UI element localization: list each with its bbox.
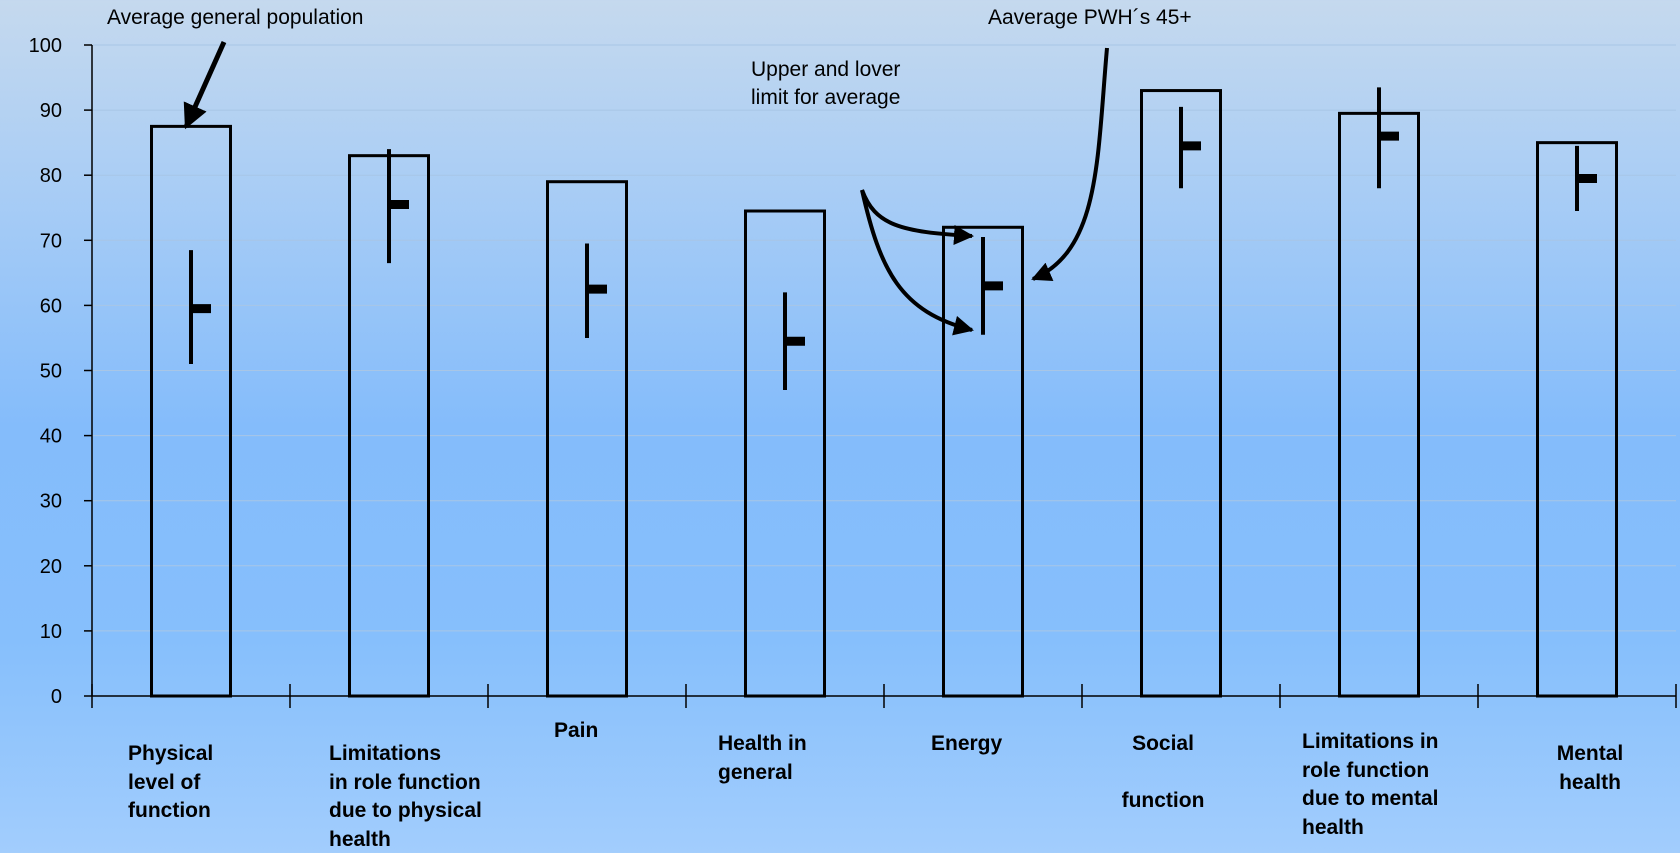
x-category-label: Limitations in role function due to ment… xyxy=(1302,730,1439,839)
y-tick-label: 40 xyxy=(40,426,62,448)
y-tick-label: 0 xyxy=(51,686,62,708)
arrow-upper-limit xyxy=(860,189,974,245)
axes xyxy=(84,44,1677,708)
arrow-general-population xyxy=(183,40,227,130)
bar xyxy=(1338,111,1420,698)
y-tick-labels: 0 10 20 30 40 50 60 70 80 90 100 xyxy=(29,35,62,708)
bar xyxy=(546,180,628,698)
x-category-label: Limitations in role function due to phys… xyxy=(329,742,482,851)
y-tick-label: 50 xyxy=(40,361,62,383)
x-category-label: Mental health xyxy=(1556,742,1624,794)
bar xyxy=(942,225,1024,698)
annotation-general-population: Average general population xyxy=(107,6,364,29)
y-tick-label: 90 xyxy=(40,100,62,122)
y-tick-label: 60 xyxy=(40,295,62,317)
annotation-range-limits: Upper and lover limit for average xyxy=(751,58,901,109)
x-category-label: Physical level of function xyxy=(128,742,214,822)
x-category-label: Energy xyxy=(931,732,1003,755)
arrow-lower-limit xyxy=(860,189,974,336)
x-category-label: Pain xyxy=(554,719,599,742)
y-tick-label: 80 xyxy=(40,165,62,187)
x-category-label: Health in general xyxy=(718,732,807,784)
bar xyxy=(1536,141,1618,698)
y-tick-label: 20 xyxy=(40,556,62,578)
bar xyxy=(744,209,826,698)
annotation-pwh-average: Aaverage PWH´s 45+ xyxy=(988,6,1192,29)
annotation-arrows xyxy=(183,40,1109,336)
bars xyxy=(150,89,1618,698)
y-tick-label: 30 xyxy=(40,491,62,513)
bar xyxy=(150,124,232,698)
bar xyxy=(1140,89,1222,698)
range-markers xyxy=(189,87,1597,391)
y-tick-label: 100 xyxy=(29,35,62,57)
arrow-pwh-average xyxy=(1031,47,1109,282)
x-category-label: Social function xyxy=(1121,732,1205,812)
gridlines xyxy=(92,44,1676,632)
y-tick-label: 10 xyxy=(40,621,62,643)
y-tick-label: 70 xyxy=(40,230,62,252)
